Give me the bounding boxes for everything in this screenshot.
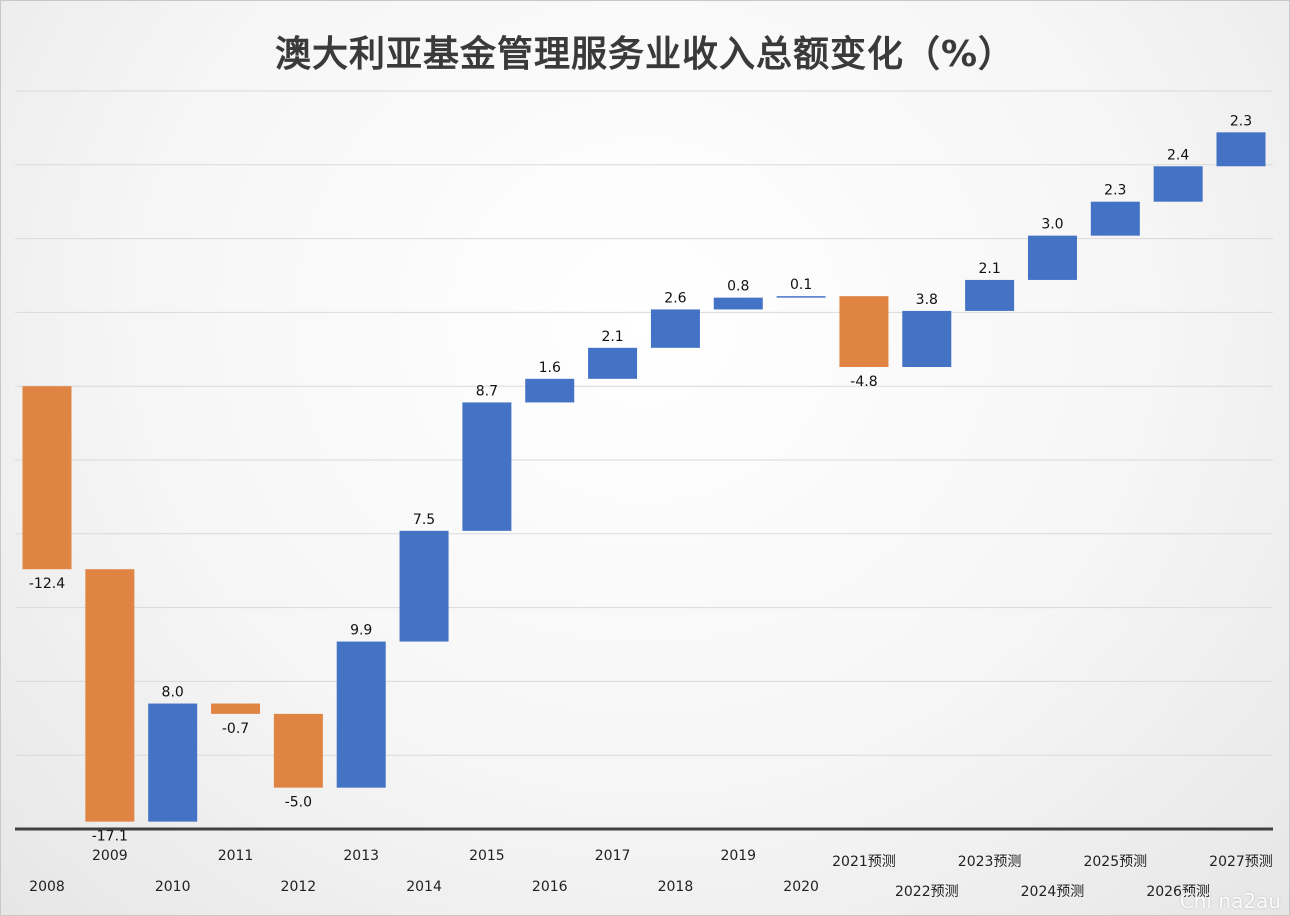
x-tick-label-2015: 2015 (469, 848, 505, 864)
x-tick-label-2014: 2014 (406, 879, 442, 895)
bar-2014 (399, 530, 449, 642)
bar-2015 (462, 402, 512, 531)
x-tick-label-2021预测: 2021预测 (832, 854, 896, 870)
x-tick-label-2018: 2018 (658, 879, 694, 895)
bar-2017 (588, 347, 638, 379)
data-label-2011: -0.7 (222, 721, 249, 737)
x-tick-label-2013: 2013 (343, 848, 379, 864)
bar-2023预测 (965, 279, 1015, 311)
bar-2020 (776, 296, 826, 298)
data-label-2026预测: 2.4 (1167, 147, 1189, 163)
x-tick-label-2010: 2010 (155, 879, 191, 895)
x-tick-label-2008: 2008 (29, 879, 65, 895)
watermark-text: Chi na2au (1179, 889, 1281, 913)
data-label-2025预测: 2.3 (1104, 183, 1126, 199)
bar-2008 (22, 386, 72, 570)
data-label-2021预测: -4.8 (850, 374, 877, 390)
x-tick-label-2025预测: 2025预测 (1083, 854, 1147, 870)
bar-2009 (85, 569, 135, 822)
x-tick-label-2026预测: 2026预测 (1146, 884, 1210, 900)
chart-title: 澳大利亚基金管理服务业收入总额变化（%） (274, 34, 1016, 75)
bar-2022预测 (902, 310, 952, 368)
bar-2024预测 (1027, 235, 1077, 280)
data-label-2023预测: 2.1 (978, 261, 1000, 277)
data-label-2018: 2.6 (664, 290, 686, 306)
bar-2013 (336, 641, 386, 788)
x-tick-label-2011: 2011 (218, 848, 254, 864)
data-label-2010: 8.0 (162, 685, 184, 701)
bar-2010 (148, 703, 198, 822)
data-label-2015: 8.7 (476, 383, 498, 399)
bar-2021预测 (839, 296, 889, 368)
data-label-2014: 7.5 (413, 512, 435, 528)
bar-2027预测 (1216, 132, 1266, 167)
x-tick-label-2017: 2017 (595, 848, 631, 864)
data-label-2012: -5.0 (285, 795, 312, 811)
data-label-2024预测: 3.0 (1041, 217, 1063, 233)
x-tick-label-2020: 2020 (783, 879, 819, 895)
x-tick-label-2016: 2016 (532, 879, 568, 895)
data-label-2017: 2.1 (601, 329, 623, 345)
data-label-2009: -17.1 (92, 829, 128, 845)
bar-2011 (211, 703, 261, 714)
x-tick-label-2023预测: 2023预测 (958, 854, 1022, 870)
x-tick-label-2022预测: 2022预测 (895, 884, 959, 900)
bar-2019 (713, 297, 763, 310)
x-tick-label-2019: 2019 (720, 848, 756, 864)
data-label-2008: -12.4 (29, 576, 65, 592)
bar-2016 (525, 378, 575, 403)
data-label-2020: 0.1 (790, 277, 812, 293)
data-label-2013: 9.9 (350, 623, 372, 639)
gridlines (15, 90, 1273, 756)
x-tick-label-2027预测: 2027预测 (1209, 854, 1273, 870)
bars (22, 132, 1266, 822)
data-label-2019: 0.8 (727, 279, 749, 295)
data-label-2016: 1.6 (539, 360, 561, 376)
x-tick-labels: 2008 2009 2010 2011 2012 2013 2014 2015 2016 2017… (29, 848, 1273, 900)
data-label-2022预测: 3.8 (916, 292, 938, 308)
x-tick-label-2009: 2009 (92, 848, 128, 864)
x-tick-label-2012: 2012 (281, 879, 317, 895)
bar-2018 (650, 309, 700, 348)
x-tick-label-2024预测: 2024预测 (1021, 884, 1085, 900)
bar-2012 (273, 713, 323, 788)
bar-2025预测 (1090, 201, 1140, 236)
bar-2026预测 (1153, 166, 1203, 202)
data-labels: -12.4 -17.1 8.0 -0.7 -5.0 9.9 7.5 8.7 1.6 2.1 2.6 0… (29, 113, 1252, 844)
data-label-2027预测: 2.3 (1230, 113, 1252, 129)
